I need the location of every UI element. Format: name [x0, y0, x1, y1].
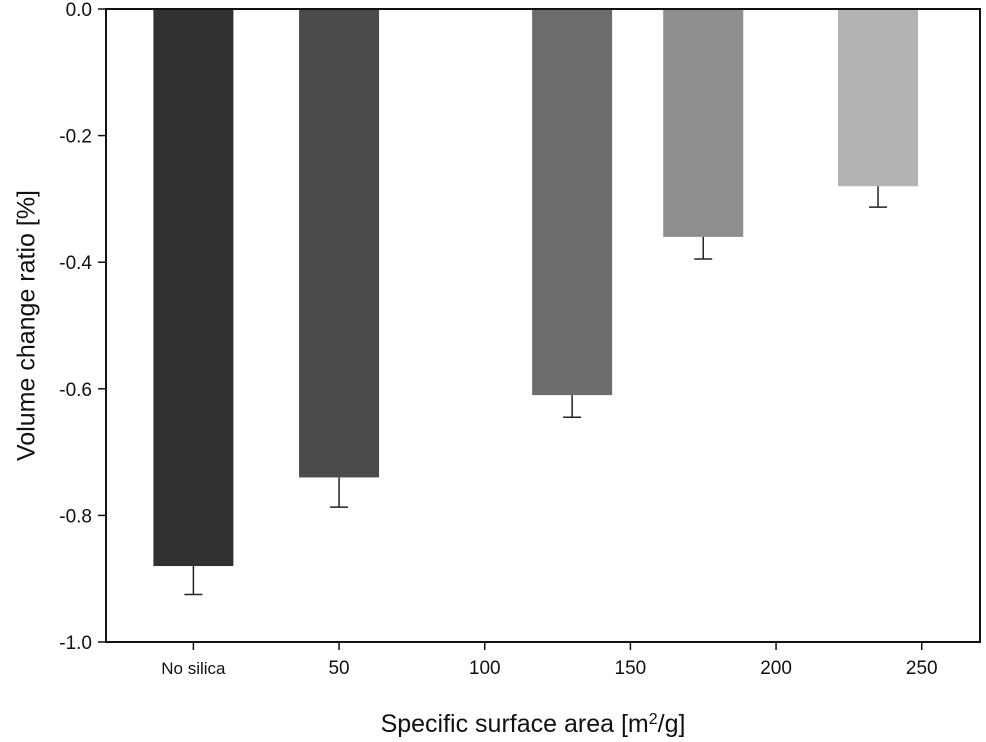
y-tick-label: -0.2	[59, 127, 92, 148]
plot-frame	[105, 8, 981, 643]
bar-4	[838, 9, 919, 187]
x-axis-title-sup: 2	[649, 711, 658, 728]
x-tick-label: No silica	[161, 659, 226, 678]
x-tick-label: 150	[615, 658, 647, 679]
x-tick-label: 200	[760, 658, 792, 679]
x-tick-label: 100	[469, 658, 501, 679]
bars-layer	[153, 9, 919, 567]
bar-3	[663, 9, 744, 237]
x-axis-title-main: Specific surface area [m	[381, 710, 649, 738]
bar-2	[532, 9, 613, 396]
y-tick-label: -1.0	[59, 633, 92, 654]
x-tick-label: 50	[328, 658, 349, 679]
bar-0	[153, 9, 234, 567]
y-axis: 0.0 -0.2 -0.4 -0.6 -0.8 -1.0	[59, 0, 106, 654]
y-tick-label: -0.6	[59, 380, 92, 401]
x-axis: No silica 50 100 150 200 250	[161, 642, 938, 679]
x-axis-title: Specific surface area [m2/g]	[381, 710, 686, 738]
bar-1	[299, 9, 380, 478]
y-tick-label: -0.8	[59, 506, 92, 527]
y-axis-title: Volume change ratio [%]	[13, 190, 41, 461]
x-tick-label: 250	[906, 658, 938, 679]
error-bars-layer	[184, 186, 888, 596]
x-axis-title-tail: /g]	[658, 710, 686, 738]
y-tick-label: -0.4	[59, 253, 92, 274]
y-tick-label: 0.0	[66, 0, 92, 21]
